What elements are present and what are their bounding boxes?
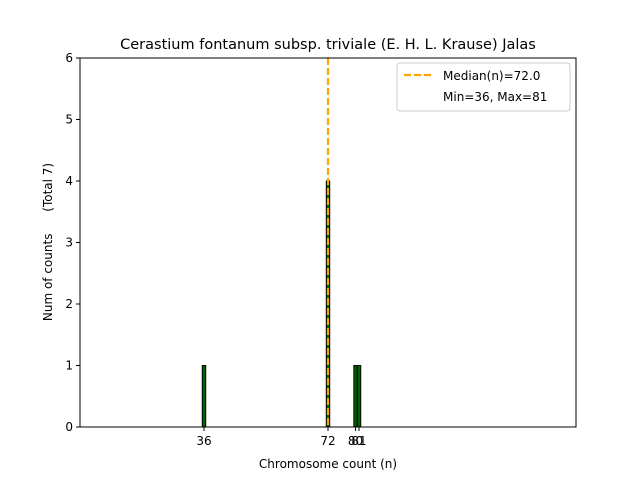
legend-range-label: Min=36, Max=81 <box>443 90 547 104</box>
legend-median-label: Median(n)=72.0 <box>443 69 540 83</box>
histogram-bar <box>356 365 362 428</box>
y-axis-label-total: (Total 7) <box>41 163 55 212</box>
x-tick-label: 72 <box>320 434 335 448</box>
histogram-bar <box>201 365 207 428</box>
y-axis-label-main: Num of counts <box>41 234 55 322</box>
legend-box <box>396 62 571 112</box>
y-tick-label: 6 <box>65 51 73 65</box>
y-tick-label: 4 <box>65 174 73 188</box>
y-tick-label: 5 <box>65 113 73 127</box>
x-tick-label: 81 <box>351 434 366 448</box>
y-axis-label: Num of counts (Total 7) <box>41 163 55 321</box>
x-tick-label: 36 <box>196 434 211 448</box>
y-tick-label: 3 <box>65 236 73 250</box>
x-axis-label: Chromosome count (n) <box>259 457 397 471</box>
histogram-bar <box>353 365 358 428</box>
y-tick-label: 1 <box>65 359 73 373</box>
x-tick-label: 80 <box>348 434 363 448</box>
chart-title: Cerastium fontanum subsp. triviale (E. H… <box>120 37 536 53</box>
y-axis-ticks: 0 1 2 3 4 5 6 <box>65 51 80 434</box>
y-tick-label: 2 <box>65 297 73 311</box>
y-tick-label: 0 <box>65 420 73 434</box>
legend: Median(n)=72.0 Min=36, Max=81 <box>396 62 571 112</box>
